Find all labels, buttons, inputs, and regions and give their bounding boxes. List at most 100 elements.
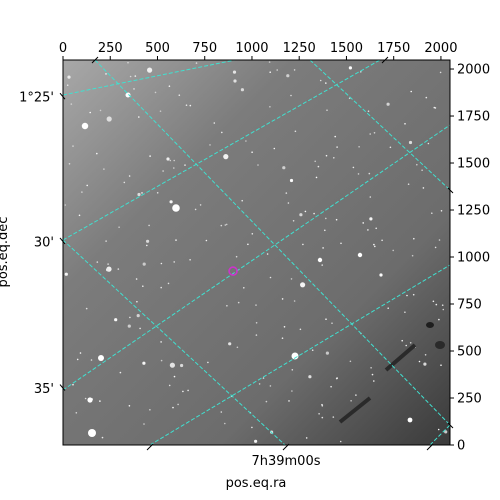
- star: [168, 384, 171, 387]
- bright-star: [357, 252, 363, 258]
- star: [142, 262, 146, 266]
- ra-tick-label: 7h39m00s: [251, 454, 320, 469]
- star: [287, 202, 290, 204]
- star: [173, 167, 175, 169]
- star: [369, 133, 372, 135]
- star: [375, 227, 378, 230]
- star: [70, 103, 73, 105]
- star: [269, 106, 271, 108]
- grid-line: [149, 264, 450, 445]
- ra-tick-mark: [282, 443, 290, 451]
- y-tick-label: 750: [457, 298, 482, 313]
- x-tick-label: 1000: [235, 41, 268, 56]
- star: [300, 282, 306, 288]
- star: [226, 305, 228, 307]
- x-tick-label: 0: [59, 41, 67, 56]
- star: [107, 263, 109, 265]
- y-tick-label: 1750: [457, 110, 490, 125]
- star: [286, 74, 290, 78]
- star: [194, 208, 197, 211]
- dec-tick-label: 30': [34, 235, 54, 250]
- x-tick-label: 1500: [330, 41, 363, 56]
- star: [317, 165, 320, 168]
- x-tick-label: 1250: [283, 41, 316, 56]
- bright-star: [88, 429, 96, 437]
- dark-blob: [426, 322, 434, 328]
- star: [373, 243, 375, 246]
- star: [336, 377, 338, 379]
- y-tick-label: 250: [457, 392, 482, 407]
- star: [423, 362, 427, 366]
- star: [418, 360, 421, 363]
- star: [282, 166, 286, 170]
- star: [325, 154, 328, 157]
- x-tick-label: 500: [145, 41, 170, 56]
- star: [434, 246, 437, 249]
- star: [187, 389, 189, 392]
- x-tick-label: 250: [98, 41, 123, 56]
- star: [407, 183, 410, 185]
- x-axis-label: pos.eq.ra: [226, 476, 287, 491]
- star: [325, 351, 329, 355]
- star: [332, 416, 335, 418]
- star: [168, 85, 171, 87]
- star: [149, 155, 151, 157]
- star: [162, 170, 164, 172]
- star: [389, 146, 392, 149]
- star: [292, 220, 295, 222]
- trail-streak: [338, 396, 372, 424]
- star: [362, 222, 365, 224]
- dec-right-tick: [447, 422, 454, 429]
- star: [285, 192, 288, 194]
- star: [336, 146, 338, 148]
- grid-line: [63, 60, 236, 96]
- star: [235, 255, 238, 258]
- star: [89, 111, 91, 114]
- star: [288, 400, 290, 402]
- star: [379, 273, 383, 277]
- star: [413, 237, 415, 240]
- star: [367, 229, 369, 231]
- star: [236, 346, 239, 349]
- star: [440, 364, 442, 367]
- star: [189, 104, 192, 107]
- star: [106, 268, 110, 272]
- star: [322, 247, 324, 249]
- y-tick-label: 1250: [457, 204, 490, 219]
- star: [281, 337, 284, 340]
- star: [195, 62, 198, 64]
- bright-star: [87, 397, 93, 403]
- star: [72, 383, 74, 386]
- star: [357, 173, 360, 175]
- star: [251, 233, 254, 235]
- star: [331, 322, 333, 325]
- ra-minor-tick: [426, 443, 434, 451]
- star: [136, 314, 140, 318]
- star: [142, 361, 146, 365]
- star: [325, 82, 327, 84]
- star: [406, 294, 408, 297]
- star: [78, 214, 81, 217]
- star: [173, 261, 175, 263]
- star: [411, 254, 414, 257]
- star: [425, 96, 428, 99]
- star: [266, 253, 269, 255]
- star: [64, 204, 67, 206]
- star: [128, 175, 131, 177]
- star: [223, 154, 229, 160]
- star: [81, 191, 83, 193]
- star: [424, 354, 427, 356]
- star: [149, 409, 151, 411]
- star: [207, 361, 209, 364]
- star: [123, 181, 126, 184]
- star: [127, 61, 129, 64]
- star: [299, 328, 302, 331]
- star: [333, 157, 335, 159]
- star: [85, 307, 88, 310]
- star: [177, 403, 179, 406]
- star: [160, 359, 163, 362]
- star: [169, 159, 172, 162]
- plot-frame: [62, 59, 451, 446]
- star: [290, 278, 293, 280]
- star: [273, 147, 276, 150]
